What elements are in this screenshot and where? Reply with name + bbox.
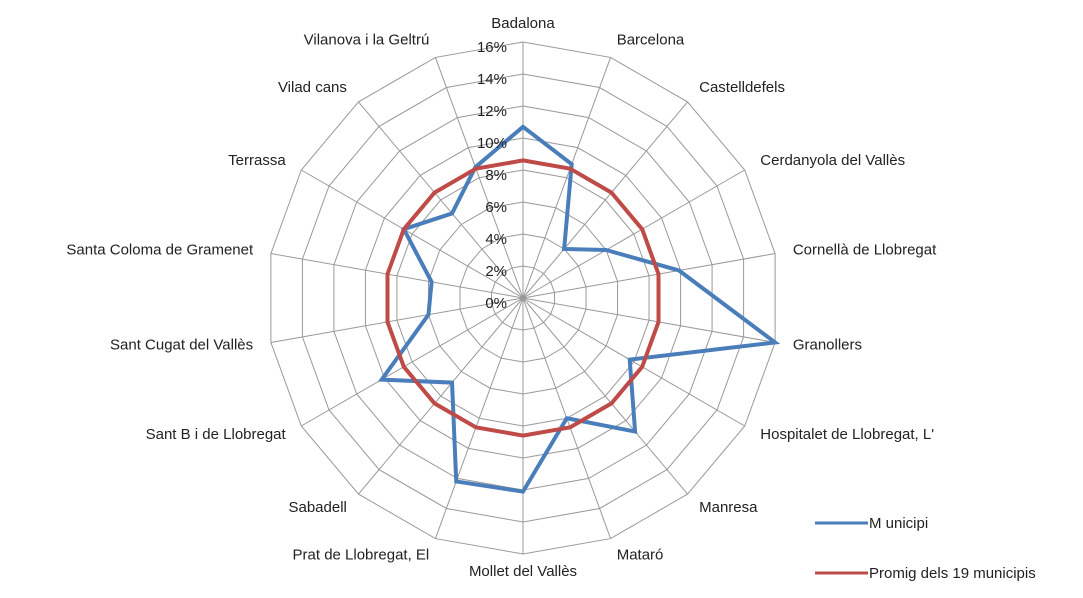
y-tick-label: 16% bbox=[477, 39, 507, 56]
spoke bbox=[522, 57, 612, 299]
spoke bbox=[358, 101, 524, 299]
category-label: Cornellà de Llobregat bbox=[793, 241, 937, 258]
y-tick-label: 2% bbox=[485, 263, 507, 280]
category-label: Vilad cans bbox=[278, 79, 347, 96]
category-label: Terrassa bbox=[228, 152, 286, 169]
category-label: Sant Cugat del Vallès bbox=[110, 337, 253, 354]
category-label: Cerdanyola del Vallès bbox=[760, 152, 905, 169]
y-tick-label: 8% bbox=[485, 167, 507, 184]
category-label: Hospitalet de Llobregat, L' bbox=[760, 426, 934, 443]
category-label: Manresa bbox=[699, 499, 758, 516]
y-tick-label: 12% bbox=[477, 103, 507, 120]
y-tick-label: 6% bbox=[485, 199, 507, 216]
spoke bbox=[522, 297, 776, 343]
spoke bbox=[301, 169, 524, 299]
spoke bbox=[522, 101, 688, 299]
spoke bbox=[522, 169, 745, 299]
category-label: Vilanova i la Geltrú bbox=[304, 31, 430, 48]
category-label: Mataró bbox=[617, 546, 664, 563]
category-label: Mollet del Vallès bbox=[469, 563, 577, 580]
spoke bbox=[270, 253, 524, 299]
category-label: Barcelona bbox=[617, 31, 685, 48]
spoke bbox=[522, 253, 776, 299]
category-label: Santa Coloma de Gramenet bbox=[66, 241, 254, 258]
category-label: Granollers bbox=[793, 337, 862, 354]
series-line bbox=[377, 124, 781, 494]
legend-label: Promig dels 19 municipis bbox=[869, 565, 1036, 582]
y-tick-label: 10% bbox=[477, 135, 507, 152]
category-label: Castelldefels bbox=[699, 79, 785, 96]
category-label: Badalona bbox=[491, 15, 555, 32]
series-line bbox=[385, 158, 661, 438]
category-label: Sant B i de Llobregat bbox=[146, 426, 287, 443]
y-tick-label: 14% bbox=[477, 71, 507, 88]
category-label: Sabadell bbox=[288, 499, 346, 516]
category-label: Prat de Llobregat, El bbox=[293, 546, 430, 563]
spoke bbox=[270, 297, 524, 343]
spoke bbox=[301, 297, 524, 427]
spoke bbox=[358, 297, 524, 495]
y-tick-label: 0% bbox=[485, 295, 507, 312]
y-tick-label: 4% bbox=[485, 231, 507, 248]
legend-label: M unicipi bbox=[869, 515, 928, 532]
spoke bbox=[434, 57, 524, 299]
spoke bbox=[522, 297, 745, 427]
spoke bbox=[434, 297, 524, 539]
spoke bbox=[522, 297, 688, 495]
